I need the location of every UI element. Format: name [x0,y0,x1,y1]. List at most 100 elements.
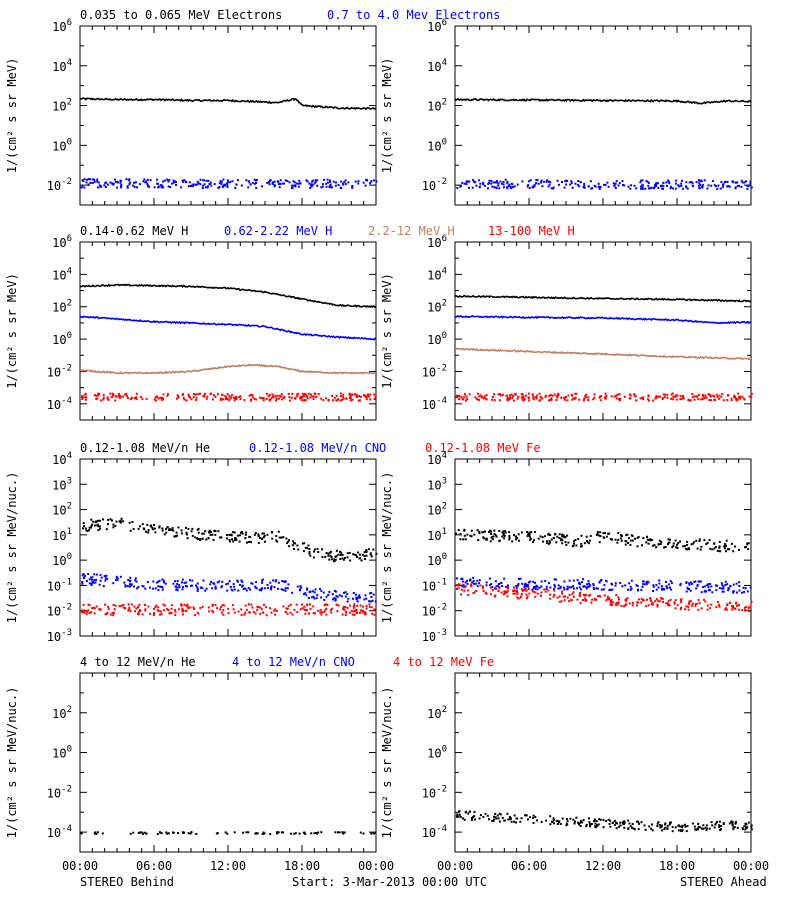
data-series [82,517,378,563]
data-point [679,582,682,585]
data-point [566,399,569,402]
data-point [261,833,264,835]
data-point [642,580,645,583]
data-point [588,542,591,545]
data-point [640,187,642,190]
data-point [583,186,586,189]
legend-entry: 0.035 to 0.065 MeV Electrons [80,8,282,22]
data-point [130,584,133,587]
data-point [509,396,512,399]
data-point [511,540,514,543]
data-point [491,398,494,401]
y-tick-label: 102 [52,299,72,315]
data-point [750,600,753,603]
data-point [651,603,654,606]
data-point [341,613,344,616]
data-point [184,584,187,587]
data-point [709,394,712,397]
data-point [342,182,344,185]
data-point [331,607,334,610]
data-point [515,584,518,587]
data-point [720,587,723,590]
data-point [151,526,154,529]
data-point [652,585,655,588]
data-point [566,820,569,823]
data-point [681,826,684,828]
data-point [359,604,362,607]
data-point [520,595,523,598]
data-point [104,577,107,580]
data-point [532,541,534,544]
data-point [93,394,96,397]
data-point [365,607,368,610]
data-point [123,581,126,584]
data-point [687,399,690,402]
data-point [509,186,512,189]
data-point [597,595,600,598]
data-point [572,585,574,588]
data-point [270,531,273,534]
data-point [714,823,717,826]
data-point [471,819,473,821]
data-point [511,396,514,399]
data-point [218,182,221,185]
data-point [464,538,467,541]
data-point [193,536,196,539]
data-point [737,392,740,395]
data-point [651,823,653,826]
data-point [655,395,658,398]
data-point [357,399,360,402]
data-point [553,822,555,825]
data-point [686,543,688,546]
data-point [476,392,479,395]
data-point [488,530,490,533]
data-point [466,582,469,585]
data-point [275,535,278,538]
data-point [533,531,536,533]
data-point [494,595,496,598]
data-point [82,576,85,579]
data-point [93,581,96,584]
data-point [582,399,585,402]
data-point [137,611,140,614]
data-point [605,394,608,397]
data-point [715,584,717,587]
data-point [521,589,524,592]
data-point [457,394,460,397]
data-point [106,396,109,399]
data-point [556,535,559,538]
data-point [562,534,565,537]
data-point [602,819,605,822]
data-point [299,397,301,400]
data-point [619,821,622,824]
data-point [156,178,159,181]
data-point [612,182,615,185]
data-point [726,180,729,183]
data-point [114,525,117,527]
data-point [355,396,358,398]
data-point [313,550,315,553]
data-point [157,610,160,613]
data-point [738,548,741,551]
data-point [593,820,596,823]
data-point [258,536,261,539]
data-point [649,538,652,541]
data-point [283,397,286,400]
data-point [338,831,341,834]
data-point [364,594,367,597]
data-point [460,577,463,580]
data-point [118,605,121,607]
data-point [222,609,225,612]
data-point [541,397,544,400]
data-point [682,395,684,397]
data-point [255,587,258,590]
data-point [80,186,83,189]
data-point [745,605,748,608]
data-point [181,609,184,611]
data-point [722,399,725,402]
data-series [454,294,752,303]
data-point [730,397,733,400]
data-point [695,587,698,590]
data-point [497,184,500,187]
data-point [263,587,266,590]
